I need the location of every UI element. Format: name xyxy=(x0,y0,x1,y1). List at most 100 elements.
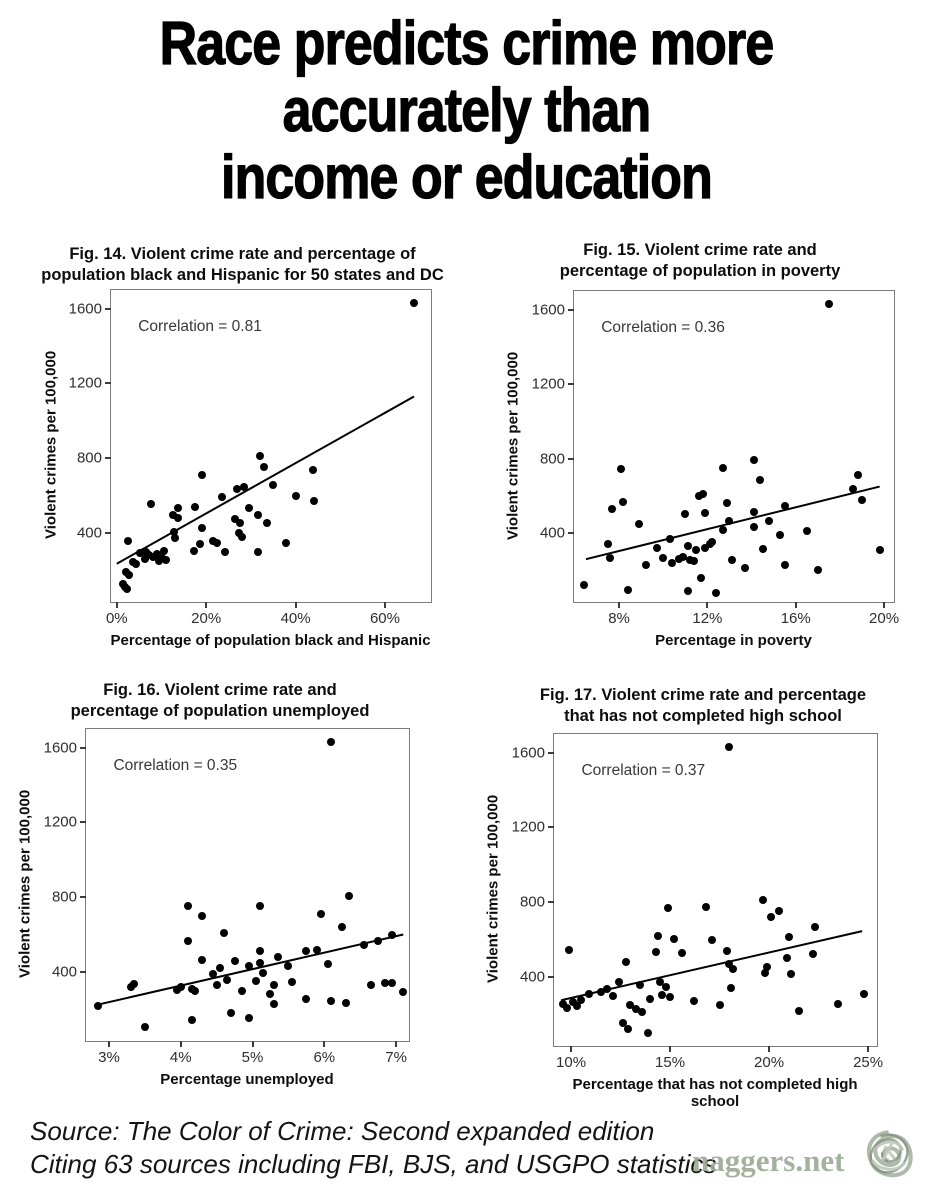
data-point xyxy=(233,484,242,493)
data-point xyxy=(266,990,275,999)
data-point xyxy=(608,991,617,1000)
y-tick-label: 1600 xyxy=(511,744,545,762)
data-point xyxy=(617,464,626,473)
figure-17-plot-area: Correlation = 0.37 10% 15% 20% 25% 400 800 120… xyxy=(512,733,883,1071)
data-point xyxy=(255,902,264,911)
page-title-line-3: income or education xyxy=(220,143,713,211)
data-point xyxy=(780,560,789,569)
trend-line xyxy=(86,729,409,1041)
y-tick-label: 800 xyxy=(539,450,565,468)
data-point xyxy=(230,956,239,965)
data-point xyxy=(685,556,694,565)
data-point xyxy=(237,532,246,541)
data-point xyxy=(834,999,843,1008)
y-tick-mark xyxy=(548,975,554,978)
x-tick-mark xyxy=(323,1041,326,1047)
y-tick-mark xyxy=(568,383,574,386)
figure-14-title: Fig. 14. Violent crime rate and percenta… xyxy=(10,244,475,286)
data-point xyxy=(674,555,683,564)
data-point xyxy=(749,507,758,516)
data-point xyxy=(255,947,264,956)
data-point xyxy=(302,947,311,956)
data-point xyxy=(161,555,170,564)
data-point xyxy=(602,985,611,994)
data-point xyxy=(786,970,795,979)
data-point xyxy=(198,955,207,964)
y-tick-label: 400 xyxy=(51,963,77,981)
x-tick-mark xyxy=(706,602,709,608)
figure-15-x-axis-label: Percentage in poverty xyxy=(655,632,812,649)
data-point xyxy=(563,1003,572,1012)
data-point xyxy=(310,497,319,506)
data-point xyxy=(579,581,588,590)
data-point xyxy=(220,548,229,557)
data-point xyxy=(875,545,884,554)
data-point xyxy=(146,499,155,508)
data-point xyxy=(774,906,783,915)
y-tick-label: 1200 xyxy=(531,375,565,393)
data-point xyxy=(281,539,290,548)
data-point xyxy=(701,508,710,517)
data-point xyxy=(718,526,727,535)
data-point xyxy=(288,978,296,987)
y-tick-label: 400 xyxy=(539,524,565,542)
data-point xyxy=(813,566,822,575)
data-point xyxy=(270,980,279,989)
y-tick-label: 400 xyxy=(76,524,102,542)
data-point xyxy=(173,513,182,522)
data-point xyxy=(244,962,253,971)
figure-14-x-axis-label: Percentage of population black and Hispa… xyxy=(110,632,431,649)
data-point xyxy=(252,977,261,986)
y-tick-mark xyxy=(80,746,86,749)
data-point xyxy=(638,1008,647,1017)
data-point xyxy=(198,911,207,920)
data-point xyxy=(284,962,293,971)
figure-17-correlation-annotation: Correlation = 0.37 xyxy=(581,762,706,780)
data-point xyxy=(725,959,734,968)
x-tick-mark xyxy=(294,602,297,608)
x-tick-label: 20% xyxy=(191,610,222,627)
y-tick-label: 1200 xyxy=(68,374,102,392)
figure-17-title: Fig. 17. Violent crime rate and percenta… xyxy=(478,685,928,727)
data-point xyxy=(701,902,710,911)
figure-15-title-line-2: percentage of population in poverty xyxy=(559,262,841,280)
trend-line xyxy=(574,291,894,602)
data-point xyxy=(359,940,368,949)
figure-16-plot-area: Correlation = 0.35 3% 4% 5% 6% 7% 400 800 1200 1… xyxy=(44,728,410,1066)
data-point xyxy=(170,534,179,543)
data-point xyxy=(244,1013,253,1022)
data-point xyxy=(237,986,246,995)
data-point xyxy=(270,999,279,1008)
data-point xyxy=(701,543,710,552)
data-point xyxy=(253,511,262,520)
data-point xyxy=(374,937,383,946)
data-point xyxy=(725,743,734,752)
data-point xyxy=(715,1000,724,1009)
y-tick-mark xyxy=(568,532,574,535)
data-point xyxy=(658,990,667,999)
data-point xyxy=(576,996,585,1005)
data-point xyxy=(632,1004,641,1013)
x-tick-label: 25% xyxy=(853,1054,884,1071)
data-point xyxy=(857,495,866,504)
data-point xyxy=(808,950,817,959)
data-point xyxy=(144,551,153,560)
data-point xyxy=(195,540,204,549)
data-point xyxy=(622,957,631,966)
figure-15-correlation-annotation: Correlation = 0.36 xyxy=(601,318,725,336)
data-point xyxy=(174,503,183,512)
data-point xyxy=(410,299,419,308)
figure-14-correlation-annotation: Correlation = 0.81 xyxy=(138,318,262,336)
data-point xyxy=(677,948,686,957)
x-tick-label: 3% xyxy=(98,1049,120,1066)
y-tick-mark xyxy=(80,896,86,899)
data-point xyxy=(191,987,200,996)
data-point xyxy=(608,504,617,513)
y-tick-label: 1600 xyxy=(43,739,77,757)
x-tick-mark xyxy=(115,602,118,608)
data-point xyxy=(154,556,163,565)
data-point xyxy=(763,962,772,971)
x-tick-label: 60% xyxy=(369,610,400,627)
y-tick-label: 1600 xyxy=(68,300,102,318)
figure-15-title: Fig. 15. Violent crime rate and percenta… xyxy=(480,240,920,282)
